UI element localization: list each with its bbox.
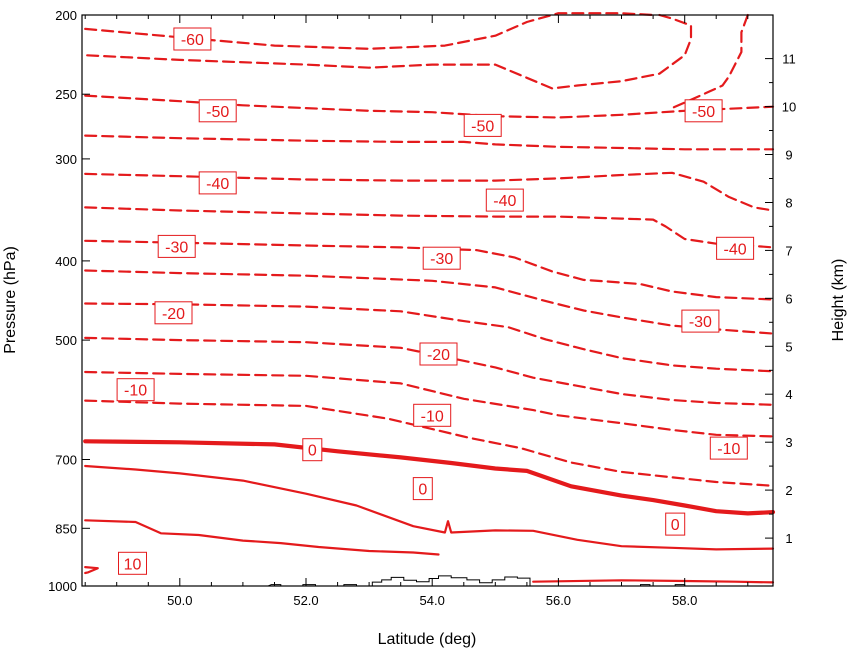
contour-lines	[83, 12, 776, 584]
contour-line-minus40	[84, 171, 775, 212]
contour-label-box	[419, 342, 458, 366]
contour-label-box	[154, 301, 193, 325]
contour-label-box	[413, 403, 452, 427]
contour-label: -40	[724, 241, 747, 258]
contour-line-10	[84, 566, 99, 575]
x-tick-label: 54.0	[420, 593, 445, 608]
y-tick-label-pressure: 700	[55, 453, 77, 468]
contour-labels: -60 -50 -50 -50 -40 -40 -40 -30 -30 -30 -20 -20 -10 -…	[116, 27, 755, 575]
y-tick-label-pressure: 400	[55, 254, 77, 269]
contour-label: -30	[165, 239, 188, 256]
contour-label: -20	[162, 306, 185, 323]
contour-label: -30	[689, 314, 712, 331]
x-tick-label: 50.0	[167, 593, 192, 608]
contour-line-0	[84, 464, 775, 551]
contour-label: 0	[671, 517, 680, 534]
y-tick-label-height: 1	[785, 531, 792, 546]
y-tick-label-height: 8	[785, 196, 792, 211]
contour-label-box	[709, 436, 748, 460]
contour-label-box	[485, 188, 524, 212]
contour-line-minus60	[84, 13, 693, 90]
contour-label: -30	[430, 251, 453, 268]
y-tick-label-pressure: 1000	[48, 579, 77, 594]
contour-label: -40	[493, 193, 516, 210]
plot-frame	[81, 14, 774, 587]
y-tick-label-height: 4	[785, 387, 792, 402]
y-tick-label-pressure: 250	[55, 87, 77, 102]
contour-label-box	[116, 378, 155, 402]
contour-label-box	[302, 438, 323, 462]
contour-label: 0	[418, 482, 427, 499]
contour-label: 10	[124, 556, 142, 573]
y-tick-label-height: 2	[785, 483, 792, 498]
y-tick-label-pressure: 850	[55, 521, 77, 536]
contour-label: -40	[206, 176, 229, 193]
contour-label: -10	[421, 408, 444, 425]
y-tick-label-height: 10	[782, 100, 796, 115]
contour-label-box	[422, 246, 461, 270]
contour-line-minus50	[84, 94, 775, 119]
plot-area: -60 -50 -50 -50 -40 -40 -40 -30 -30 -30 -20 -20 -10 -…	[83, 12, 776, 587]
y-tick-label-height: 6	[785, 291, 792, 306]
contour-line-0	[83, 439, 776, 516]
x-axis-title: Latitude (deg)	[378, 631, 477, 648]
y-tick-label-height: 9	[785, 148, 792, 163]
contour-label: -50	[206, 104, 229, 121]
contour-line-minus20	[84, 302, 775, 373]
contour-label-box	[716, 236, 755, 260]
y-axis-title-height: Height (km)	[830, 259, 847, 342]
contour-label-box	[118, 551, 147, 575]
contour-label: -10	[717, 441, 740, 458]
contour-line-minus60	[84, 12, 655, 50]
y-tick-label-pressure: 200	[55, 8, 77, 23]
x-tick-label: 58.0	[672, 593, 697, 608]
y-axis-title-pressure: Pressure (hPa)	[2, 246, 19, 354]
contour-line-minus50	[84, 134, 775, 151]
contour-label: -50	[471, 118, 494, 135]
y-tick-label-pressure: 500	[55, 333, 77, 348]
x-tick-label: 56.0	[546, 593, 571, 608]
contour-label-box	[684, 99, 723, 123]
x-tick-label: 52.0	[293, 593, 318, 608]
axes: 50.0 52.0 54.0 56.0 58.020025030040050070085…	[48, 8, 796, 608]
contour-line-minus30	[84, 239, 775, 301]
contour-label: -20	[427, 347, 450, 364]
contour-label-box	[412, 477, 433, 501]
contour-label: -60	[181, 32, 204, 49]
contour-label-box	[665, 512, 686, 536]
contour-label-box	[463, 113, 502, 137]
y-tick-label-height: 7	[785, 243, 792, 258]
contour-line-0	[84, 519, 440, 556]
contour-label-box	[198, 171, 237, 195]
contour-line-minus10	[84, 399, 775, 487]
contour-line-minus60	[670, 13, 749, 110]
contour-label-box	[198, 99, 237, 123]
contour-label-box	[173, 27, 212, 51]
y-tick-label-pressure: 300	[55, 152, 77, 167]
contour-label: -50	[692, 104, 715, 121]
y-tick-label-height: 5	[785, 339, 792, 354]
contour-label-box	[681, 309, 720, 333]
contour-line-minus20	[84, 336, 775, 406]
contour-label-box	[157, 234, 196, 258]
y-tick-label-height: 3	[785, 435, 792, 450]
contour-label: 0	[308, 443, 317, 460]
contour-label: -10	[124, 383, 147, 400]
y-tick-label-height: 11	[782, 52, 796, 67]
contour-line-minus10	[84, 370, 775, 438]
